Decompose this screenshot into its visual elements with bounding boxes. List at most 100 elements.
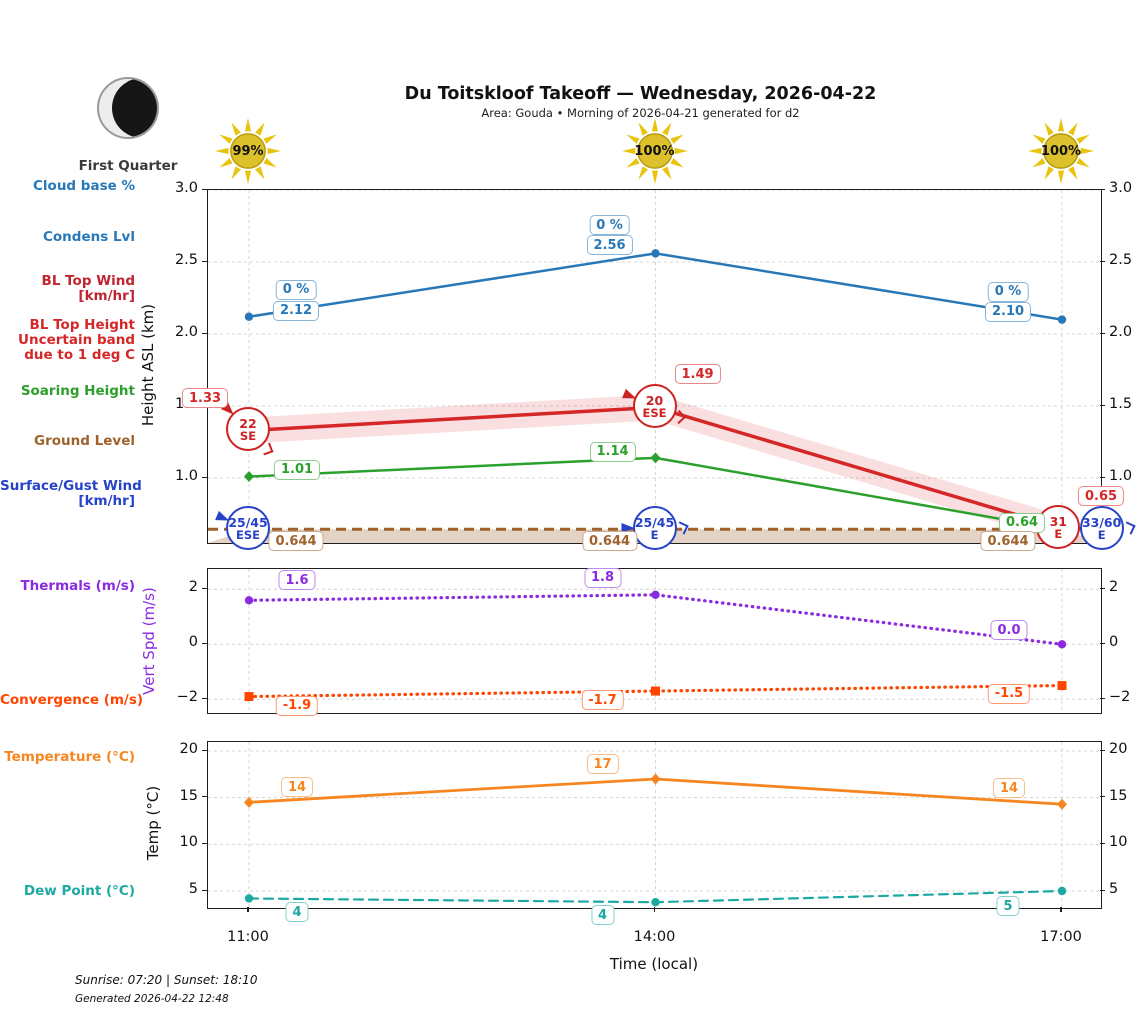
y-tick-label: 15: [1109, 787, 1128, 804]
y-tick-mark: [202, 749, 207, 751]
y-tick-mark: [202, 842, 207, 845]
y-tick-label: 2.5: [174, 252, 198, 268]
wind-speed: 25/45: [634, 514, 675, 530]
y-tick-label: 2.0: [1109, 324, 1133, 340]
wind-speed: 20: [645, 392, 664, 408]
y-tick-mark: [202, 697, 207, 700]
value-label: 5: [996, 896, 1020, 916]
y-tick-mark: [202, 587, 207, 590]
sun-icon: [621, 118, 688, 184]
y-tick-label: 5: [1109, 881, 1119, 897]
y-tick-label: 3.0: [174, 180, 198, 196]
y-tick-label: 20: [179, 741, 198, 757]
y-tick-mark: [1100, 697, 1105, 700]
y-tick-mark: [1100, 188, 1105, 190]
legend-uncertain-note: due to 1 deg C: [24, 347, 135, 363]
y-tick-mark: [202, 260, 207, 262]
wind-direction: ESE: [236, 527, 260, 542]
temperature-chart-plot: [208, 742, 1101, 908]
x-tick-mark: [653, 907, 656, 912]
legend-temperature: Temperature (°C): [4, 749, 135, 765]
x-tick-mark: [247, 907, 249, 912]
y-tick-label: 0: [1109, 634, 1119, 651]
x-tick-label: 11:00: [227, 929, 269, 945]
wind-speed: 25/45: [228, 514, 268, 530]
y-tick-mark: [1100, 587, 1105, 590]
time-axis-title: Time (local): [609, 955, 699, 973]
y-tick-label: 10: [179, 834, 198, 851]
value-label: 0.65: [1077, 486, 1125, 507]
value-label: 2.56: [586, 235, 633, 256]
wind-direction: E: [1054, 526, 1063, 541]
value-label: 2.10: [984, 301, 1032, 322]
y-tick-mark: [1100, 476, 1105, 478]
x-tick-mark: [1060, 907, 1062, 912]
height-chart: [207, 189, 1102, 544]
sun-icon: [215, 118, 281, 184]
wind-speed: 33/60: [1081, 514, 1122, 530]
value-label: 4: [590, 905, 615, 926]
vertical-speed-chart-plot: [208, 569, 1101, 713]
page-title: Du Toitskloof Takeoff — Wednesday, 2026-…: [404, 84, 877, 104]
wind-direction: SE: [239, 428, 257, 443]
value-label: 1.49: [674, 364, 721, 385]
x-tick-label: 17:00: [1040, 929, 1082, 945]
y-tick-label: −2: [176, 689, 198, 706]
value-label: 0 %: [275, 279, 317, 300]
y-tick-mark: [202, 889, 207, 891]
y-tick-mark: [1100, 642, 1105, 645]
wind-hook-icon: [1121, 521, 1136, 535]
y-tick-label: 1.5: [1109, 396, 1133, 412]
legend-surface-wind-unit: [km/hr]: [78, 493, 135, 509]
y-tick-label: 2: [1109, 579, 1119, 596]
y-tick-label: −2: [1109, 689, 1131, 706]
header: Du Toitskloof Takeoff — Wednesday, 2026-…: [0, 84, 1147, 120]
value-label: 14: [992, 778, 1026, 799]
y-tick-label: 15: [179, 787, 198, 804]
x-tick-label: 14:00: [633, 929, 676, 945]
wind-marker: 25/45 E: [632, 506, 677, 551]
sunrise-sunset-text: Sunrise: 07:20 | Sunset: 18:10: [75, 973, 258, 987]
y-tick-mark: [1100, 889, 1105, 891]
y-tick-label: 20: [1109, 741, 1128, 757]
y-tick-label: 5: [188, 881, 198, 897]
y-tick-mark: [202, 796, 207, 798]
y-tick-mark: [202, 642, 207, 645]
value-label: 0.0: [990, 620, 1028, 641]
height-chart-plot: [208, 190, 1101, 543]
y-tick-label: 2.5: [1109, 252, 1133, 268]
y-tick-label: 3.0: [1109, 180, 1133, 196]
legend-surface-wind: Surface/Gust Wind: [0, 478, 142, 494]
wind-direction: ESE: [642, 405, 667, 420]
y-tick-mark: [202, 188, 207, 190]
value-label: 0 %: [987, 281, 1029, 302]
wind-direction: E: [650, 527, 659, 542]
value-label: 4: [285, 902, 309, 923]
y-tick-mark: [1100, 749, 1105, 751]
wind-speed: 22: [239, 415, 257, 431]
value-label: 1.6: [278, 570, 316, 591]
value-label: 0 %: [589, 215, 630, 236]
wind-speed: 31: [1049, 513, 1067, 529]
value-label: 0.64: [998, 512, 1046, 533]
moon-phase-label: First Quarter: [78, 158, 178, 174]
wind-direction: E: [1097, 527, 1106, 542]
sun-coverage-label: 99%: [232, 143, 264, 159]
wind-marker: 22 SE: [226, 407, 270, 452]
y-tick-mark: [202, 476, 207, 478]
sun-coverage-marker: 100%: [621, 117, 689, 185]
legend-dew-point: Dew Point (°C): [23, 883, 135, 899]
y-tick-label: 10: [1109, 834, 1128, 851]
legend-condens-lvl: Condens Lvl: [43, 229, 135, 245]
vertical-speed-chart: [207, 568, 1102, 714]
y-tick-label: 1.0: [1109, 468, 1133, 484]
page-subtitle: Area: Gouda • Morning of 2026-04-21 gene…: [481, 106, 800, 120]
sun-icon: [1028, 118, 1094, 184]
value-label: 2.12: [272, 300, 320, 321]
temperature-chart: [207, 741, 1102, 909]
wind-marker: 20 ESE: [632, 384, 677, 429]
value-label: 1.14: [589, 441, 636, 462]
value-label: 1.8: [583, 567, 622, 588]
legend-uncertain-band: Uncertain band: [18, 332, 135, 348]
